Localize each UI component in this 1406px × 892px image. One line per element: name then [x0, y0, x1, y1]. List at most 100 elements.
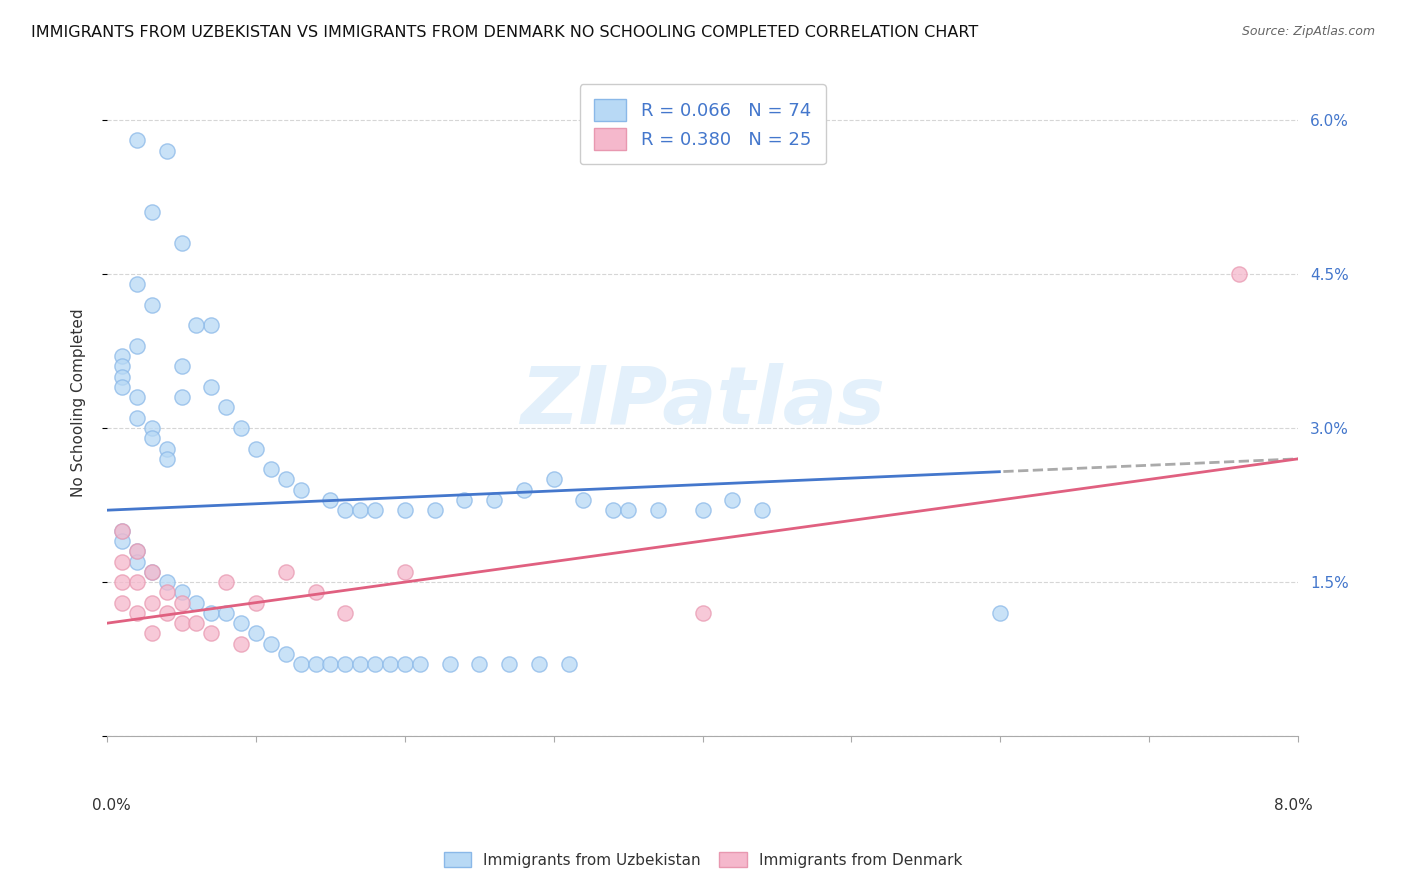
Point	[170, 390, 193, 404]
Text: 8.0%: 8.0%	[1274, 797, 1313, 813]
Point	[572, 492, 595, 507]
Y-axis label: No Schooling Completed: No Schooling Completed	[72, 308, 86, 497]
Point	[498, 657, 520, 672]
Point	[215, 401, 238, 415]
Point	[394, 503, 416, 517]
Point	[170, 616, 193, 631]
Point	[721, 492, 744, 507]
Text: IMMIGRANTS FROM UZBEKISTAN VS IMMIGRANTS FROM DENMARK NO SCHOOLING COMPLETED COR: IMMIGRANTS FROM UZBEKISTAN VS IMMIGRANTS…	[31, 25, 979, 40]
Point	[125, 133, 148, 147]
Point	[125, 544, 148, 558]
Point	[170, 359, 193, 374]
Legend: Immigrants from Uzbekistan, Immigrants from Denmark: Immigrants from Uzbekistan, Immigrants f…	[437, 846, 969, 873]
Point	[482, 492, 505, 507]
Text: 0.0%: 0.0%	[93, 797, 131, 813]
Point	[319, 657, 342, 672]
Point	[141, 421, 163, 435]
Point	[335, 606, 357, 620]
Point	[543, 472, 565, 486]
Point	[111, 524, 134, 538]
Point	[111, 524, 134, 538]
Point	[156, 606, 179, 620]
Point	[349, 657, 371, 672]
Point	[141, 565, 163, 579]
Point	[111, 349, 134, 363]
Point	[125, 410, 148, 425]
Point	[468, 657, 491, 672]
Point	[156, 442, 179, 456]
Point	[125, 555, 148, 569]
Point	[156, 585, 179, 599]
Point	[557, 657, 579, 672]
Point	[274, 647, 297, 661]
Point	[141, 205, 163, 219]
Point	[647, 503, 669, 517]
Point	[394, 657, 416, 672]
Point	[111, 534, 134, 549]
Point	[111, 359, 134, 374]
Point	[111, 596, 134, 610]
Point	[170, 585, 193, 599]
Point	[319, 492, 342, 507]
Point	[990, 606, 1012, 620]
Point	[170, 596, 193, 610]
Point	[186, 318, 208, 333]
Point	[349, 503, 371, 517]
Point	[200, 626, 222, 640]
Point	[141, 596, 163, 610]
Point	[290, 483, 312, 497]
Point	[304, 657, 326, 672]
Point	[751, 503, 773, 517]
Text: Source: ZipAtlas.com: Source: ZipAtlas.com	[1241, 25, 1375, 38]
Point	[229, 637, 252, 651]
Point	[245, 626, 267, 640]
Point	[364, 657, 387, 672]
Point	[617, 503, 640, 517]
Point	[304, 585, 326, 599]
Point	[200, 318, 222, 333]
Point	[290, 657, 312, 672]
Point	[364, 503, 387, 517]
Point	[409, 657, 432, 672]
Point	[125, 339, 148, 353]
Point	[335, 503, 357, 517]
Point	[692, 503, 714, 517]
Point	[141, 431, 163, 445]
Point	[156, 575, 179, 590]
Point	[200, 606, 222, 620]
Point	[1227, 267, 1250, 281]
Point	[378, 657, 401, 672]
Point	[141, 565, 163, 579]
Point	[513, 483, 536, 497]
Point	[274, 565, 297, 579]
Point	[125, 544, 148, 558]
Point	[274, 472, 297, 486]
Point	[186, 596, 208, 610]
Point	[245, 596, 267, 610]
Point	[186, 616, 208, 631]
Point	[260, 637, 283, 651]
Point	[453, 492, 475, 507]
Point	[423, 503, 446, 517]
Point	[170, 236, 193, 251]
Point	[215, 575, 238, 590]
Point	[260, 462, 283, 476]
Point	[156, 144, 179, 158]
Point	[335, 657, 357, 672]
Point	[111, 575, 134, 590]
Point	[245, 442, 267, 456]
Point	[125, 606, 148, 620]
Point	[200, 380, 222, 394]
Point	[229, 421, 252, 435]
Point	[111, 369, 134, 384]
Point	[111, 555, 134, 569]
Point	[156, 451, 179, 466]
Point	[527, 657, 550, 672]
Point	[602, 503, 624, 517]
Point	[141, 298, 163, 312]
Legend: R = 0.066   N = 74, R = 0.380   N = 25: R = 0.066 N = 74, R = 0.380 N = 25	[579, 84, 825, 164]
Point	[111, 380, 134, 394]
Point	[215, 606, 238, 620]
Point	[125, 277, 148, 292]
Point	[125, 575, 148, 590]
